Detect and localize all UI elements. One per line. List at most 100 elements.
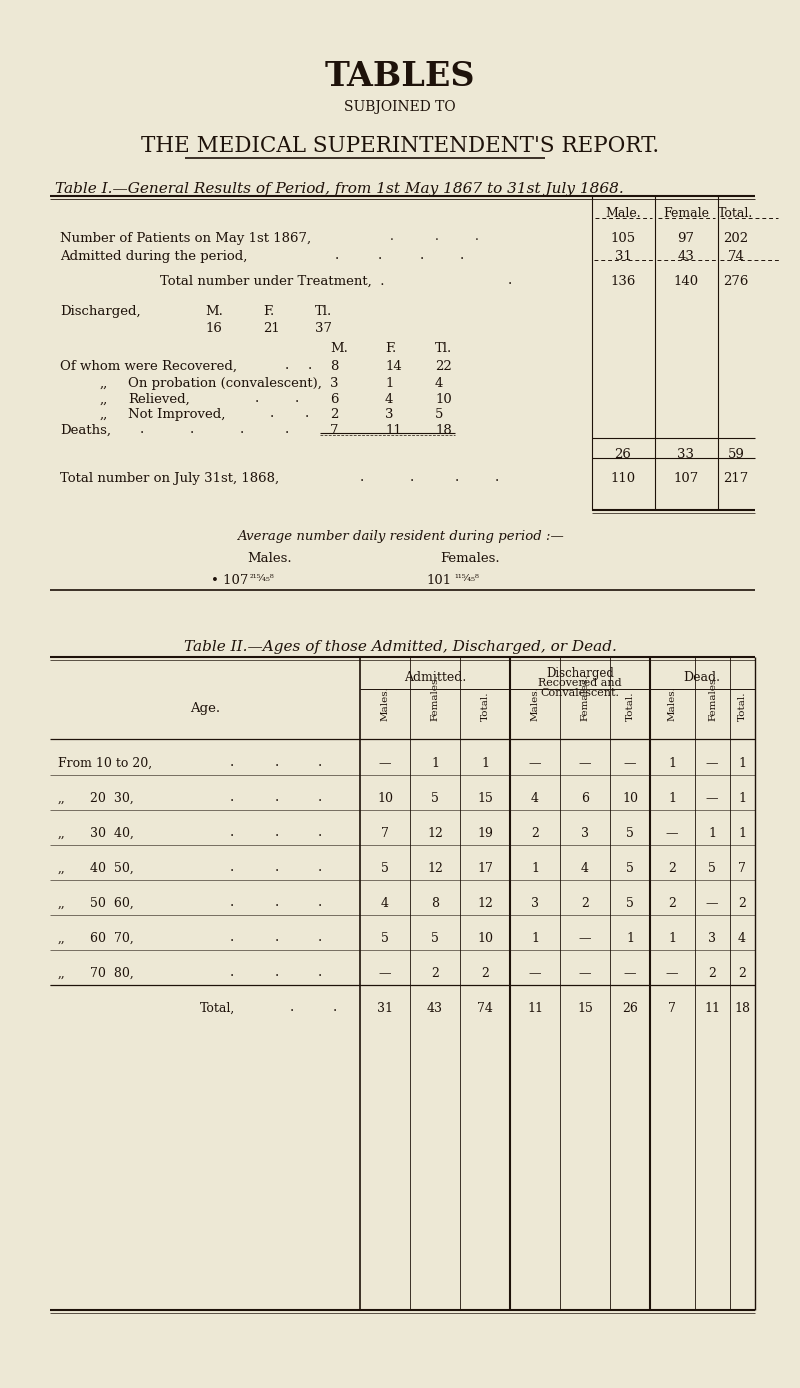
Text: 17: 17 bbox=[477, 862, 493, 874]
Text: 37: 37 bbox=[315, 322, 332, 335]
Text: 5: 5 bbox=[626, 897, 634, 911]
Text: Average number daily resident during period :—: Average number daily resident during per… bbox=[237, 530, 563, 543]
Text: .: . bbox=[230, 930, 234, 944]
Text: .: . bbox=[230, 790, 234, 804]
Text: Discharged: Discharged bbox=[546, 668, 614, 680]
Text: Number of Patients on May 1st 1867,: Number of Patients on May 1st 1867, bbox=[60, 232, 311, 246]
Text: —: — bbox=[529, 756, 542, 770]
Text: THE MEDICAL SUPERINTENDENT'S REPORT.: THE MEDICAL SUPERINTENDENT'S REPORT. bbox=[141, 135, 659, 157]
Text: Male.: Male. bbox=[605, 207, 641, 221]
Text: • 107: • 107 bbox=[210, 575, 248, 587]
Text: 21: 21 bbox=[263, 322, 280, 335]
Text: Of whom were Recovered,: Of whom were Recovered, bbox=[60, 359, 237, 373]
Text: Admitted during the period,: Admitted during the period, bbox=[60, 250, 247, 262]
Text: Convalescent.: Convalescent. bbox=[541, 688, 619, 698]
Text: 31: 31 bbox=[377, 1002, 393, 1015]
Text: 4: 4 bbox=[738, 931, 746, 945]
Text: 11: 11 bbox=[704, 1002, 720, 1015]
Text: 1: 1 bbox=[626, 931, 634, 945]
Text: 1: 1 bbox=[481, 756, 489, 770]
Text: .: . bbox=[305, 407, 310, 421]
Text: .: . bbox=[475, 230, 479, 243]
Text: .: . bbox=[295, 391, 299, 405]
Text: 50  60,: 50 60, bbox=[90, 897, 134, 911]
Text: 3: 3 bbox=[330, 378, 338, 390]
Text: ,,: ,, bbox=[58, 793, 66, 805]
Text: ,,: ,, bbox=[58, 967, 66, 980]
Text: 8: 8 bbox=[330, 359, 338, 373]
Text: 8: 8 bbox=[431, 897, 439, 911]
Text: 7: 7 bbox=[668, 1002, 676, 1015]
Text: 1: 1 bbox=[738, 793, 746, 805]
Text: 40  50,: 40 50, bbox=[90, 862, 134, 874]
Text: Males.: Males. bbox=[248, 552, 292, 565]
Text: 2: 2 bbox=[431, 967, 439, 980]
Text: —: — bbox=[624, 756, 636, 770]
Text: 10: 10 bbox=[377, 793, 393, 805]
Text: 43: 43 bbox=[678, 250, 694, 262]
Text: .: . bbox=[190, 422, 194, 436]
Text: 4: 4 bbox=[581, 862, 589, 874]
Text: Total number under Treatment,  .: Total number under Treatment, . bbox=[160, 275, 385, 287]
Text: .: . bbox=[275, 824, 279, 838]
Text: Total.: Total. bbox=[481, 691, 490, 720]
Text: Females.: Females. bbox=[708, 675, 717, 720]
Text: .: . bbox=[508, 273, 512, 287]
Text: 276: 276 bbox=[723, 275, 749, 287]
Text: 30  40,: 30 40, bbox=[90, 827, 134, 840]
Text: 5: 5 bbox=[708, 862, 716, 874]
Text: .: . bbox=[275, 755, 279, 769]
Text: Females.: Females. bbox=[581, 675, 590, 720]
Text: .: . bbox=[495, 471, 499, 484]
Text: ,,: ,, bbox=[58, 931, 66, 945]
Text: 217: 217 bbox=[723, 472, 749, 484]
Text: 4: 4 bbox=[531, 793, 539, 805]
Text: .: . bbox=[318, 930, 322, 944]
Text: .: . bbox=[240, 422, 244, 436]
Text: .: . bbox=[318, 824, 322, 838]
Text: —: — bbox=[666, 827, 678, 840]
Text: .: . bbox=[275, 790, 279, 804]
Text: —: — bbox=[666, 967, 678, 980]
Text: ²¹⁵⁄₄₅⁸: ²¹⁵⁄₄₅⁸ bbox=[250, 575, 274, 583]
Text: .: . bbox=[140, 422, 144, 436]
Text: 2: 2 bbox=[531, 827, 539, 840]
Text: .: . bbox=[230, 824, 234, 838]
Text: 11: 11 bbox=[527, 1002, 543, 1015]
Text: 70  80,: 70 80, bbox=[90, 967, 134, 980]
Text: From 10 to 20,: From 10 to 20, bbox=[58, 756, 152, 770]
Text: Not Improved,: Not Improved, bbox=[128, 408, 226, 421]
Text: Females.: Females. bbox=[430, 675, 439, 720]
Text: 1: 1 bbox=[531, 931, 539, 945]
Text: .: . bbox=[230, 755, 234, 769]
Text: 1: 1 bbox=[738, 756, 746, 770]
Text: Females.: Females. bbox=[440, 552, 500, 565]
Text: 1: 1 bbox=[668, 793, 676, 805]
Text: .: . bbox=[275, 895, 279, 909]
Text: 12: 12 bbox=[427, 862, 443, 874]
Text: 19: 19 bbox=[477, 827, 493, 840]
Text: 140: 140 bbox=[674, 275, 698, 287]
Text: .: . bbox=[318, 895, 322, 909]
Text: 2: 2 bbox=[738, 897, 746, 911]
Text: 14: 14 bbox=[385, 359, 402, 373]
Text: 4: 4 bbox=[381, 897, 389, 911]
Text: .: . bbox=[455, 471, 459, 484]
Text: 10: 10 bbox=[435, 393, 452, 407]
Text: 136: 136 bbox=[610, 275, 636, 287]
Text: 1: 1 bbox=[708, 827, 716, 840]
Text: 3: 3 bbox=[531, 897, 539, 911]
Text: —: — bbox=[624, 967, 636, 980]
Text: 1: 1 bbox=[385, 378, 394, 390]
Text: .: . bbox=[275, 965, 279, 979]
Text: 15: 15 bbox=[577, 1002, 593, 1015]
Text: ,,: ,, bbox=[58, 827, 66, 840]
Text: 7: 7 bbox=[330, 423, 338, 437]
Text: 5: 5 bbox=[431, 793, 439, 805]
Text: 5: 5 bbox=[381, 931, 389, 945]
Text: 107: 107 bbox=[674, 472, 698, 484]
Text: SUBJOINED TO: SUBJOINED TO bbox=[344, 100, 456, 114]
Text: .: . bbox=[460, 248, 464, 262]
Text: —: — bbox=[378, 756, 391, 770]
Text: On probation (convalescent),: On probation (convalescent), bbox=[128, 378, 322, 390]
